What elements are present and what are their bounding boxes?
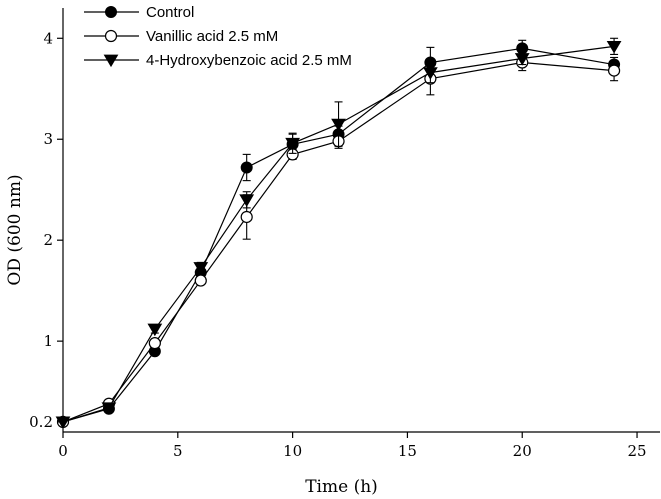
data-point <box>240 210 253 224</box>
series-1 <box>57 39 621 428</box>
series-line <box>62 47 615 423</box>
data-point <box>514 53 530 66</box>
x-tick-label: 15 <box>398 442 417 460</box>
y-tick-label: 4 <box>43 29 53 47</box>
x-tick-label: 0 <box>58 442 68 460</box>
x-tick-label: 20 <box>513 442 532 460</box>
x-axis-title: Time (h) <box>305 477 378 497</box>
axes <box>62 8 660 433</box>
data-point <box>331 118 346 132</box>
x-tick-label: 25 <box>627 442 646 460</box>
data-point <box>193 262 209 275</box>
series-3 <box>55 37 622 430</box>
series-layer <box>55 37 622 430</box>
legend-label: 4-Hydroxybenzoic acid 2.5 mM <box>146 52 352 69</box>
x-tick-label: 5 <box>173 442 183 460</box>
y-tick-label: 3 <box>43 130 53 148</box>
data-point <box>606 40 622 54</box>
legend-label: Vanillic acid 2.5 mM <box>146 28 278 45</box>
y-tick-label: 1 <box>43 332 53 350</box>
y-tick-label: 0.2 <box>29 413 53 431</box>
legend-marker <box>104 29 118 43</box>
data-point <box>285 137 300 151</box>
legend-marker <box>105 6 117 18</box>
y-axis-title: OD (600 nm) <box>5 174 25 285</box>
data-point <box>607 64 621 77</box>
legend-item: Vanillic acid 2.5 mM <box>84 28 278 45</box>
legend-item: 4-Hydroxybenzoic acid 2.5 mM <box>84 52 352 69</box>
data-point <box>240 161 253 174</box>
legend-label: Control <box>146 4 194 21</box>
data-point <box>147 323 163 337</box>
x-tick-label: 10 <box>283 442 302 460</box>
y-tick-label: 2 <box>43 231 53 249</box>
legend-marker <box>103 54 119 68</box>
data-point <box>101 402 117 415</box>
series-line <box>62 45 615 423</box>
data-point <box>423 67 438 80</box>
legend: Control Vanillic acid 2.5 mM 4-Hydroxybenz… <box>84 4 352 69</box>
data-point <box>148 337 161 350</box>
series-line <box>62 61 615 423</box>
legend-item: Control <box>84 4 194 21</box>
data-point <box>239 194 255 207</box>
ticks: 0 5 10 15 20 25 0.2 1 2 3 4 <box>29 29 646 460</box>
data-point <box>194 274 207 287</box>
